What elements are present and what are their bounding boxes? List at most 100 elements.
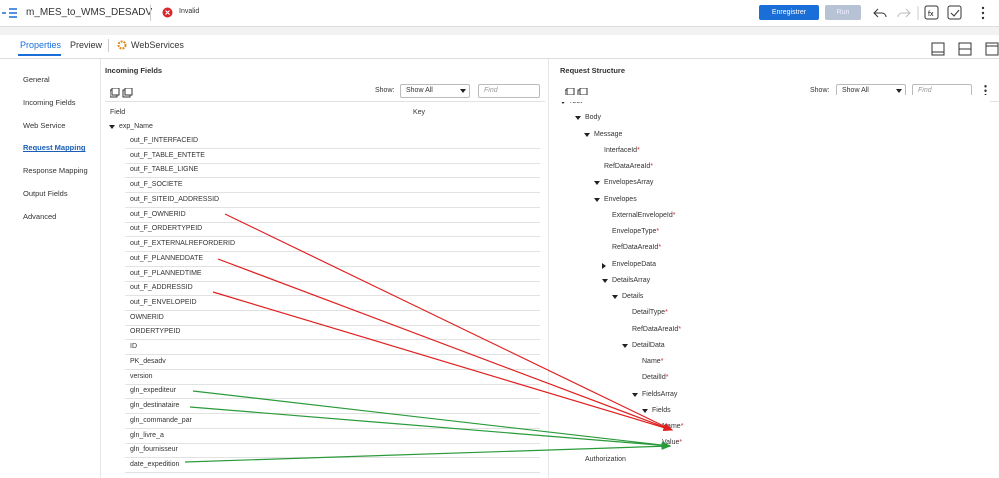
expand-toggle[interactable]: [612, 295, 618, 299]
field[interactable]: ORDERTYPEID: [130, 328, 181, 336]
mapping-icon: [2, 8, 17, 18]
field[interactable]: gln_fournisseur: [130, 446, 178, 454]
tree-node[interactable]: DetailsArray: [612, 276, 651, 284]
field[interactable]: OWNERID: [130, 313, 164, 321]
tree-node[interactable]: Envelopes: [604, 195, 637, 203]
field[interactable]: gln_commande_par: [130, 416, 192, 424]
tree-node[interactable]: DetailType*: [632, 309, 668, 317]
field[interactable]: PK_desadv: [130, 357, 166, 365]
field[interactable]: out_F_EXTERNALREFORDERID: [130, 240, 236, 248]
separator: [108, 39, 109, 52]
row-line: [125, 192, 540, 194]
expand-toggle[interactable]: [642, 408, 648, 413]
tree-node[interactable]: Name*: [642, 358, 664, 365]
field[interactable]: out_F_PLANNEDDATE: [130, 254, 204, 262]
tree-node[interactable]: EnvelopesArray: [604, 179, 654, 187]
row-line: [125, 398, 540, 400]
nav-item[interactable]: Incoming Fields: [23, 97, 76, 107]
expand-toggle[interactable]: [602, 278, 608, 283]
required-mark: *: [656, 228, 660, 235]
expand-toggle[interactable]: [632, 392, 638, 397]
field[interactable]: out_F_INTERFACEID: [130, 137, 199, 144]
tree-node[interactable]: DetailId*: [642, 374, 669, 382]
tree-node[interactable]: ExternalEnvelopeId*: [612, 211, 676, 219]
row-line: [125, 427, 540, 429]
field[interactable]: gln_expediteur: [130, 387, 176, 395]
field[interactable]: out_F_ENVELOPEID: [130, 299, 197, 307]
expand-toggle[interactable]: [594, 181, 600, 186]
tree-node[interactable]: Details: [622, 293, 644, 300]
expand-toggle[interactable]: [584, 132, 590, 137]
tree-node[interactable]: Body: [585, 114, 601, 122]
row-line: [125, 383, 540, 385]
tree-node[interactable]: FieldsArray: [642, 390, 678, 398]
tree-node[interactable]: Fields: [652, 406, 671, 414]
tab[interactable]: WebServices: [131, 40, 184, 50]
copy-icons[interactable]: [564, 85, 589, 98]
nav-item[interactable]: General: [23, 75, 50, 84]
field[interactable]: out_F_PLANNEDTIME: [130, 269, 202, 277]
expand-toggle[interactable]: [109, 125, 115, 129]
field[interactable]: out_F_SITEID_ADDRESSID: [130, 195, 220, 203]
required-mark: *: [665, 374, 669, 382]
kebab[interactable]: [984, 84, 987, 97]
show-select[interactable]: Show All: [400, 84, 470, 98]
required-mark: *: [637, 146, 640, 154]
expand-toggle[interactable]: [575, 116, 581, 121]
expand-toggle[interactable]: [560, 100, 566, 104]
row-line: [125, 413, 540, 415]
field[interactable]: version: [130, 372, 153, 380]
tree-node[interactable]: EnvelopeData: [612, 260, 656, 268]
select-arrow: [460, 89, 466, 93]
tree-node[interactable]: RefDataAreaId*: [612, 244, 662, 252]
field[interactable]: date_expedition: [130, 461, 180, 469]
field[interactable]: out_F_TABLE_LIGNE: [130, 166, 199, 174]
tree-node[interactable]: Authorization: [585, 455, 626, 463]
run-button[interactable]: Run: [825, 5, 861, 20]
field[interactable]: ID: [130, 343, 137, 351]
band: [0, 27, 999, 35]
tab[interactable]: Preview: [70, 40, 103, 50]
expand-toggle[interactable]: [602, 262, 606, 269]
nav-item[interactable]: Web Service: [23, 120, 66, 130]
tree-node[interactable]: InterfaceId*: [604, 146, 640, 154]
tree-node[interactable]: Value*: [662, 439, 683, 447]
find-input[interactable]: Find: [478, 84, 540, 98]
expand-toggle[interactable]: [622, 343, 628, 348]
nav-item[interactable]: Output Fields: [23, 189, 68, 198]
tree-node[interactable]: RefDataAreaId*: [604, 163, 654, 170]
row-line: [125, 251, 540, 253]
field[interactable]: out_F_TABLE_ENTETE: [130, 151, 205, 159]
field[interactable]: out_F_OWNERID: [130, 210, 186, 218]
nav-item[interactable]: Response Mapping: [23, 166, 88, 176]
save-button[interactable]: Enregistrer: [759, 5, 819, 20]
tree-node[interactable]: Name*: [662, 423, 684, 430]
copy-icons[interactable]: [109, 85, 134, 98]
divider: [105, 101, 545, 102]
row-line: [125, 162, 540, 164]
tree-node[interactable]: root: [570, 102, 582, 107]
field[interactable]: out_F_SOCIETE: [130, 181, 183, 189]
nav-item[interactable]: Advanced: [23, 211, 57, 221]
field[interactable]: out_F_ORDERTYPEID: [130, 225, 203, 233]
select-arrow: [896, 89, 902, 93]
tree-node[interactable]: Message: [594, 130, 623, 138]
divider: [0, 58, 999, 59]
field[interactable]: out_F_ADDRESSID: [130, 284, 193, 292]
nav-item[interactable]: Request Mapping: [23, 143, 86, 153]
tab[interactable]: Properties: [20, 40, 62, 50]
column-header: Key: [413, 109, 426, 116]
tree-node[interactable]: DetailData: [632, 341, 665, 349]
layout-icons: [931, 42, 999, 56]
tree-root[interactable]: exp_Name: [119, 123, 153, 130]
required-mark: *: [665, 309, 668, 317]
field[interactable]: gln_destinataire: [130, 402, 180, 410]
divider: [548, 59, 549, 478]
tree-node[interactable]: EnvelopeType*: [612, 228, 660, 235]
required-mark: *: [672, 211, 676, 219]
field[interactable]: gln_livre_a: [130, 431, 164, 439]
expand-toggle[interactable]: [594, 197, 600, 202]
clip-top: [560, 95, 990, 102]
tree-node[interactable]: RefDataAreaId*: [632, 325, 682, 333]
